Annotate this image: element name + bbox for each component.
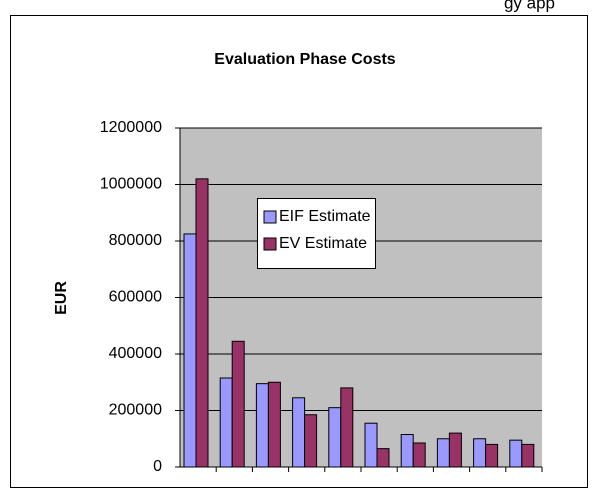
bar [485,443,499,468]
legend-swatch [263,210,277,224]
legend-swatch [263,237,277,251]
y-tick-label: 200000 [109,402,162,419]
bar [267,381,281,468]
y-axis-label: EUR [53,281,70,315]
y-tick-label: 600000 [109,289,162,306]
y-tick-label: 1200000 [100,119,162,136]
y-tick-label: 1000000 [100,176,162,193]
bar [436,438,450,468]
bar [328,407,342,468]
bar [400,434,414,468]
bar [231,340,245,468]
bar [521,443,535,468]
bar [376,448,390,468]
bar [340,387,354,468]
y-tick-label: 400000 [109,345,162,362]
bar [255,383,269,468]
header-fragment: gy app [504,0,555,12]
bar [195,178,209,468]
legend-label: EV Estimate [279,235,367,252]
bar [412,442,426,468]
legend [257,198,376,269]
chart-title: Evaluation Phase Costs [214,51,395,68]
bar [448,432,462,468]
bar [292,397,306,468]
legend-label: EIF Estimate [279,208,371,225]
y-tick-label: 0 [153,458,162,475]
y-tick-label: 800000 [109,232,162,249]
bar [364,422,378,468]
bar [304,414,318,468]
bar [219,377,233,468]
bar [183,233,197,468]
bar [509,439,523,468]
bar [473,438,487,468]
